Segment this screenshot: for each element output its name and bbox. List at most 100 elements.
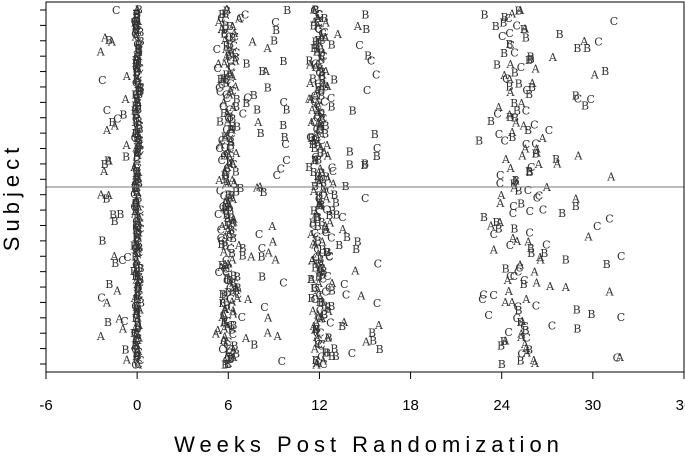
data-point: B [133, 247, 141, 260]
data-point: A [339, 316, 349, 329]
data-point: C [132, 158, 140, 171]
data-point: B [498, 358, 506, 371]
data-point: B [131, 89, 139, 102]
data-point: C [223, 274, 231, 287]
data-point: B [133, 9, 141, 22]
data-point: C [136, 354, 144, 367]
data-point: C [226, 281, 234, 294]
data-point: B [133, 8, 141, 21]
data-point: C [594, 35, 602, 48]
data-point: B [132, 328, 140, 341]
data-point: A [590, 69, 600, 82]
data-point: C [131, 343, 139, 356]
data-point: B [133, 343, 141, 356]
data-point: C [136, 277, 144, 290]
data-point: B [315, 197, 323, 210]
data-point: C [520, 274, 528, 287]
data-point: A [220, 132, 230, 145]
data-point: C [132, 62, 140, 75]
data-point: C [134, 69, 142, 82]
data-point: C [133, 159, 141, 172]
data-point: C [133, 254, 141, 267]
data-point: C [214, 266, 222, 279]
data-point: A [309, 185, 319, 198]
data-point: A [130, 339, 140, 352]
data-point: A [96, 46, 106, 59]
data-point: B [130, 16, 138, 29]
data-point: B [226, 204, 234, 217]
data-point: C [132, 128, 140, 141]
data-point: A [312, 358, 322, 371]
data-point: A [228, 216, 238, 229]
data-point: B [317, 199, 325, 212]
data-point: C [318, 189, 326, 202]
data-point: C [224, 112, 232, 125]
data-point: B [330, 189, 338, 202]
data-point: B [314, 153, 322, 166]
data-point: C [506, 270, 514, 283]
data-point: A [131, 169, 141, 182]
data-point: C [320, 96, 328, 109]
data-point: B [312, 323, 320, 336]
data-point: B [250, 339, 258, 352]
data-point: C [226, 78, 234, 91]
data-point: B [318, 269, 326, 282]
data-point: B [512, 174, 520, 187]
data-point: A [315, 61, 325, 74]
data-point: C [533, 192, 541, 205]
data-point: C [363, 84, 371, 97]
data-point: B [224, 358, 232, 371]
data-point: B [137, 82, 145, 95]
data-point: A [495, 197, 505, 210]
data-point: B [317, 90, 325, 103]
data-point: C [219, 100, 227, 113]
data-point: A [227, 124, 237, 137]
data-point: C [229, 328, 237, 341]
data-point: B [321, 81, 329, 94]
data-point: C [223, 354, 231, 367]
data-point: C [329, 165, 337, 178]
data-point: A [107, 36, 117, 49]
data-point: C [216, 184, 224, 197]
data-point: A [499, 69, 509, 82]
data-point: B [314, 81, 322, 94]
data-point: C [220, 336, 228, 349]
data-point: B [257, 250, 265, 263]
data-point: B [516, 354, 524, 367]
data-point: C [315, 8, 323, 21]
data-point: C [348, 347, 356, 360]
data-point: C [135, 146, 143, 159]
data-point: C [217, 154, 225, 167]
data-point: C [316, 177, 324, 190]
data-point: C [133, 354, 141, 367]
data-point: C [327, 232, 335, 245]
data-point: B [227, 224, 235, 237]
data-point: A [131, 30, 141, 43]
data-point: A [118, 322, 128, 335]
data-point: C [316, 327, 324, 340]
data-point: B [222, 204, 230, 217]
data-point: A [261, 65, 271, 78]
data-point: A [273, 330, 283, 343]
data-point: A [530, 357, 540, 370]
data-point: A [264, 246, 274, 259]
data-point: B [135, 46, 143, 59]
data-point: A [133, 15, 143, 28]
data-point: B [526, 166, 534, 179]
data-point: C [223, 208, 231, 221]
data-point: C [133, 221, 141, 234]
data-point: B [133, 93, 141, 106]
data-point: C [217, 232, 225, 245]
data-point: A [226, 135, 236, 148]
data-point: B [525, 54, 533, 67]
data-point: B [318, 74, 326, 87]
data-point: B [135, 4, 143, 17]
x-tick-label: 6 [224, 397, 232, 414]
data-point: A [131, 116, 141, 129]
data-point: B [227, 212, 235, 225]
data-point: B [132, 231, 140, 244]
data-point: B [352, 243, 360, 256]
data-point: A [214, 58, 224, 71]
data-point: B [310, 19, 318, 32]
data-point: C [135, 43, 143, 56]
